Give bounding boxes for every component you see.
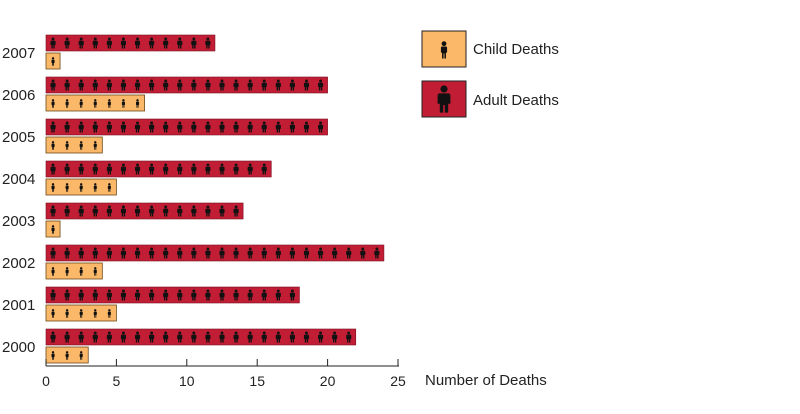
year-label-2003: 2003 [2,213,35,230]
year-label-2007: 2007 [2,45,35,62]
legend-child-label: Child Deaths [473,41,559,58]
legend-child-swatch [421,30,467,68]
x-tick-label: 20 [320,373,336,389]
year-label-2002: 2002 [2,255,35,272]
adult-bar-2002 [45,244,385,262]
year-group-2002: 2002 [2,244,385,280]
year-label-2004: 2004 [2,171,35,188]
bars-layer: 2007 2006 2005 2004 2003 2002 2001 2000 [2,34,385,364]
child-bar-2005 [45,136,103,154]
x-tick-label: 15 [249,373,265,389]
year-group-2007: 2007 [2,34,216,70]
x-axis: 0 5 10 15 20 25 [42,359,406,389]
adult-bar-2006 [45,76,328,94]
child-bar-2002 [45,262,103,280]
year-group-2001: 2001 [2,286,300,322]
year-label-2000: 2000 [2,339,35,356]
x-tick-label: 10 [179,373,195,389]
legend: Child Deaths Adult Deaths [421,30,559,118]
legend-adult-label: Adult Deaths [473,92,559,109]
year-group-2005: 2005 [2,118,328,154]
year-label-2006: 2006 [2,87,35,104]
x-axis-title: Number of Deaths [425,372,547,389]
year-group-2000: 2000 [2,328,357,364]
adult-bar-2000 [45,328,357,346]
year-label-2001: 2001 [2,297,35,314]
x-tick-label: 25 [390,373,406,389]
adult-bar-2005 [45,118,328,136]
adult-bar-2001 [45,286,300,304]
x-tick-label: 0 [42,373,50,389]
year-group-2003: 2003 [2,202,244,238]
x-tick-label: 5 [113,373,121,389]
year-group-2006: 2006 [2,76,328,112]
adult-bar-2003 [45,202,244,220]
adult-bar-2007 [45,34,216,52]
adult-bar-2004 [45,160,272,178]
year-label-2005: 2005 [2,129,35,146]
year-group-2004: 2004 [2,160,272,196]
